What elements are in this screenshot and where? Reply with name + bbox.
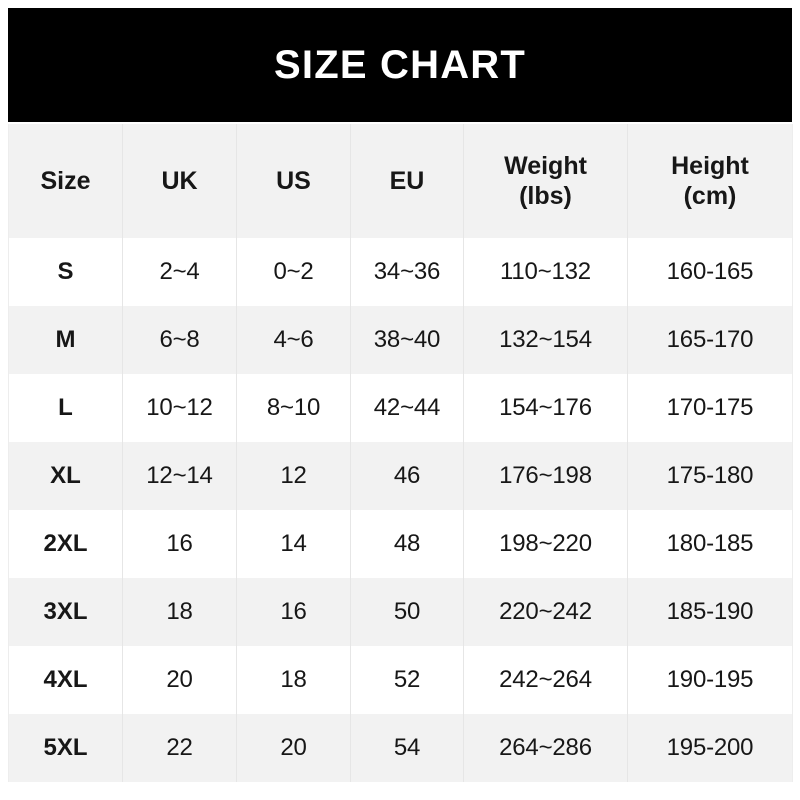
cell-eu: 42~44: [350, 374, 464, 442]
cell-uk: 10~12: [122, 374, 237, 442]
cell-us: 4~6: [236, 306, 351, 374]
table-header-row: Size UK US EU Weight (lbs): [8, 124, 793, 238]
table-body: S 2~4 0~2 34~36 110~132 160-165 M 6~8 4~…: [8, 238, 793, 782]
cell-height: 195-200: [627, 714, 793, 782]
table-row: XL 12~14 12 46 176~198 175-180: [8, 442, 793, 510]
table-row: 3XL 18 16 50 220~242 185-190: [8, 578, 793, 646]
column-header-size-line-1: Size: [40, 166, 91, 195]
table-row: 4XL 20 18 52 242~264 190-195: [8, 646, 793, 714]
cell-weight: 264~286: [463, 714, 628, 782]
cell-uk: 2~4: [122, 238, 237, 306]
column-header-weight: Weight (lbs): [463, 124, 628, 238]
cell-height: 190-195: [627, 646, 793, 714]
column-header-eu-line-1: EU: [389, 166, 425, 195]
cell-eu: 46: [350, 442, 464, 510]
cell-size: 4XL: [8, 646, 123, 714]
cell-size: L: [8, 374, 123, 442]
cell-weight: 198~220: [463, 510, 628, 578]
cell-size: XL: [8, 442, 123, 510]
column-header-us: US: [236, 124, 351, 238]
cell-height: 165-170: [627, 306, 793, 374]
cell-weight: 110~132: [463, 238, 628, 306]
cell-us: 20: [236, 714, 351, 782]
cell-height: 170-175: [627, 374, 793, 442]
cell-us: 14: [236, 510, 351, 578]
table-row: S 2~4 0~2 34~36 110~132 160-165: [8, 238, 793, 306]
page-title: SIZE CHART: [274, 43, 526, 87]
table-row: L 10~12 8~10 42~44 154~176 170-175: [8, 374, 793, 442]
cell-weight: 242~264: [463, 646, 628, 714]
column-header-height: Height (cm): [627, 124, 793, 238]
cell-uk: 18: [122, 578, 237, 646]
table-row: M 6~8 4~6 38~40 132~154 165-170: [8, 306, 793, 374]
cell-height: 175-180: [627, 442, 793, 510]
table-row: 2XL 16 14 48 198~220 180-185: [8, 510, 793, 578]
column-header-uk-line-1: UK: [161, 166, 198, 195]
cell-size: 3XL: [8, 578, 123, 646]
column-header-weight-line-2: (lbs): [519, 182, 572, 210]
table-row: 5XL 22 20 54 264~286 195-200: [8, 714, 793, 782]
cell-weight: 154~176: [463, 374, 628, 442]
cell-eu: 48: [350, 510, 464, 578]
size-chart-banner: SIZE CHART: [8, 8, 792, 122]
cell-eu: 52: [350, 646, 464, 714]
column-header-uk: UK: [122, 124, 237, 238]
size-chart-table: Size UK US EU Weight (lbs): [8, 124, 793, 782]
column-header-size: Size: [8, 124, 123, 238]
cell-uk: 12~14: [122, 442, 237, 510]
size-chart-table-wrapper: Size UK US EU Weight (lbs): [8, 124, 793, 782]
column-header-eu: EU: [350, 124, 464, 238]
cell-uk: 20: [122, 646, 237, 714]
cell-weight: 176~198: [463, 442, 628, 510]
cell-us: 18: [236, 646, 351, 714]
cell-weight: 220~242: [463, 578, 628, 646]
cell-height: 160-165: [627, 238, 793, 306]
column-header-height-line-1: Height: [671, 151, 749, 180]
table-header: Size UK US EU Weight (lbs): [8, 124, 793, 238]
cell-size: 5XL: [8, 714, 123, 782]
cell-size: S: [8, 238, 123, 306]
column-header-weight-line-1: Weight: [504, 151, 587, 180]
cell-uk: 6~8: [122, 306, 237, 374]
cell-eu: 54: [350, 714, 464, 782]
cell-eu: 50: [350, 578, 464, 646]
cell-us: 16: [236, 578, 351, 646]
cell-us: 8~10: [236, 374, 351, 442]
cell-us: 0~2: [236, 238, 351, 306]
cell-eu: 34~36: [350, 238, 464, 306]
cell-us: 12: [236, 442, 351, 510]
column-header-height-line-2: (cm): [683, 182, 737, 210]
cell-height: 180-185: [627, 510, 793, 578]
column-header-us-line-1: US: [276, 166, 311, 195]
cell-uk: 22: [122, 714, 237, 782]
cell-eu: 38~40: [350, 306, 464, 374]
cell-size: M: [8, 306, 123, 374]
cell-uk: 16: [122, 510, 237, 578]
cell-weight: 132~154: [463, 306, 628, 374]
cell-size: 2XL: [8, 510, 123, 578]
cell-height: 185-190: [627, 578, 793, 646]
